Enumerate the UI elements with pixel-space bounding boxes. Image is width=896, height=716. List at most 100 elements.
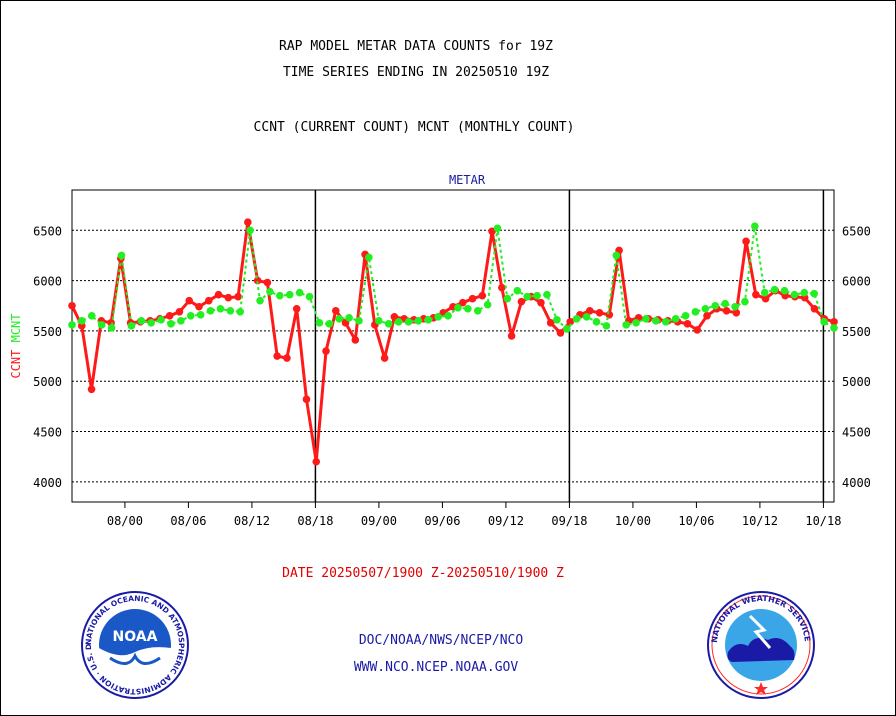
- data-point-mcnt: [563, 325, 571, 333]
- data-point-mcnt: [137, 317, 146, 325]
- data-point-ccnt: [498, 283, 506, 292]
- y-tick-label-left: 6000: [33, 275, 62, 289]
- data-point-ccnt: [175, 307, 184, 316]
- data-point-mcnt: [543, 290, 551, 299]
- data-point-mcnt: [117, 251, 126, 260]
- y-tick-label-left: 5000: [33, 375, 62, 389]
- data-point-ccnt: [263, 278, 272, 287]
- y-tick-label-left: 4500: [33, 426, 62, 440]
- data-point-ccnt: [468, 294, 477, 303]
- data-point-mcnt: [256, 296, 264, 305]
- data-point-mcnt: [374, 317, 383, 325]
- data-point-mcnt: [533, 291, 541, 300]
- data-point-ccnt: [273, 352, 281, 360]
- data-point-mcnt: [711, 301, 720, 310]
- data-point-mcnt: [612, 251, 621, 260]
- data-point-mcnt: [820, 318, 828, 326]
- data-point-mcnt: [622, 321, 630, 329]
- data-point-mcnt: [652, 317, 660, 325]
- data-point-mcnt: [503, 294, 512, 303]
- data-point-mcnt: [454, 303, 462, 312]
- data-point-ccnt: [703, 312, 711, 320]
- data-point-mcnt: [810, 289, 819, 298]
- data-point-mcnt: [394, 318, 403, 326]
- data-point-mcnt: [325, 320, 334, 328]
- data-point-mcnt: [523, 292, 532, 301]
- series-line-mcnt: [71, 225, 835, 330]
- data-point-ccnt: [478, 291, 487, 300]
- x-tick-label: 09/18: [551, 514, 587, 528]
- data-point-ccnt: [585, 306, 594, 315]
- data-point-mcnt: [295, 288, 304, 297]
- data-point-ccnt: [380, 354, 389, 362]
- org-path-link[interactable]: DOC/NOAA/NWS/NCEP/NCO: [358, 633, 524, 648]
- data-point-mcnt: [721, 299, 729, 308]
- data-point-ccnt: [195, 302, 203, 311]
- data-point-mcnt: [355, 317, 363, 325]
- data-point-mcnt: [741, 297, 749, 306]
- data-point-mcnt: [365, 253, 373, 262]
- title-line-2: TIME SERIES ENDING IN 20250510 19Z: [282, 65, 550, 80]
- chart-title: METAR: [449, 173, 486, 187]
- data-point-mcnt: [473, 306, 482, 315]
- data-point-ccnt: [683, 320, 692, 328]
- y-axis-label-ccnt: CCNT: [9, 342, 23, 378]
- data-point-mcnt: [691, 307, 700, 316]
- data-point-mcnt: [592, 318, 601, 326]
- data-point-mcnt: [701, 304, 710, 313]
- website-link[interactable]: WWW.NCO.NCEP.NOAA.GOV: [353, 660, 519, 675]
- y-tick-label-left: 6500: [33, 224, 62, 238]
- y-tick-label-right: 5000: [842, 375, 871, 389]
- chart-subtitle: CCNT (CURRENT COUNT) MCNT (MONTHLY COUNT…: [253, 120, 575, 135]
- data-point-mcnt: [790, 290, 799, 299]
- data-point-ccnt: [517, 297, 526, 306]
- y-tick-label-right: 6000: [842, 275, 871, 289]
- data-point-ccnt: [722, 306, 731, 315]
- data-point-mcnt: [345, 314, 353, 322]
- x-tick-label: 08/06: [170, 514, 206, 528]
- x-tick-label: 10/00: [615, 514, 651, 528]
- data-point-mcnt: [414, 317, 423, 325]
- data-point-mcnt: [266, 287, 274, 296]
- data-point-ccnt: [87, 385, 96, 394]
- data-point-ccnt: [742, 237, 750, 246]
- data-point-ccnt: [331, 306, 340, 315]
- data-point-ccnt: [810, 304, 819, 313]
- data-point-mcnt: [800, 288, 809, 297]
- data-point-ccnt: [283, 354, 291, 362]
- y-tick-label-right: 6500: [842, 224, 871, 238]
- data-point-mcnt: [276, 291, 284, 300]
- series-line-ccnt: [70, 220, 835, 464]
- data-point-ccnt: [537, 298, 545, 307]
- y-tick-label-left: 4000: [33, 476, 62, 490]
- data-point-mcnt: [384, 320, 393, 328]
- data-point-mcnt: [632, 319, 640, 327]
- title-line-1: RAP MODEL METAR DATA COUNTS for 19Z: [279, 39, 553, 54]
- y-axis-label: CCNT MCNT: [9, 313, 23, 378]
- x-tick-label: 09/00: [361, 514, 397, 528]
- data-point-mcnt: [661, 318, 670, 326]
- data-point-ccnt: [68, 301, 76, 310]
- data-point-ccnt: [312, 457, 321, 466]
- data-point-ccnt: [214, 290, 223, 299]
- noaa-logo: NATIONAL OCEANIC AND ATMOSPHERIC ADMINIS…: [80, 590, 189, 699]
- y-tick-label-right: 5500: [842, 325, 871, 339]
- data-point-ccnt: [322, 347, 330, 355]
- data-point-mcnt: [167, 320, 175, 328]
- data-point-mcnt: [78, 317, 86, 325]
- data-point-ccnt: [507, 332, 516, 340]
- data-point-mcnt: [87, 312, 96, 320]
- data-point-mcnt: [157, 316, 165, 324]
- data-point-ccnt: [204, 296, 213, 305]
- data-point-mcnt: [434, 313, 442, 321]
- data-point-mcnt: [404, 318, 413, 326]
- data-point-mcnt: [186, 312, 195, 320]
- data-point-mcnt: [226, 306, 235, 315]
- data-point-mcnt: [493, 224, 502, 233]
- data-point-mcnt: [681, 312, 690, 320]
- data-point-ccnt: [390, 313, 399, 321]
- data-point-ccnt: [732, 308, 741, 317]
- data-point-ccnt: [302, 395, 311, 404]
- data-point-mcnt: [107, 324, 116, 332]
